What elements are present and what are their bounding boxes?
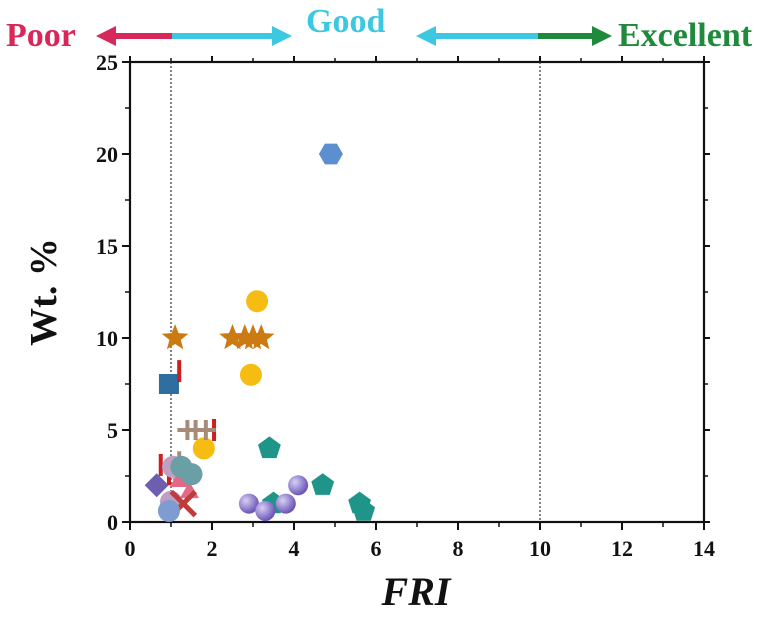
excellent-arrowhead (592, 26, 612, 46)
circle-marker (192, 437, 215, 460)
x-tick-label: 4 (289, 536, 300, 561)
square-marker (158, 374, 179, 394)
y-tick-label: 0 (107, 510, 118, 535)
x-axis-title: FRI (381, 569, 452, 614)
triangle-marker (169, 470, 189, 487)
reference-lines (170, 62, 541, 522)
range-label-excellent: Excellent (618, 17, 753, 54)
bar-marker (177, 360, 182, 383)
y-tick-label: 10 (96, 326, 118, 351)
good-left-arrowhead (272, 26, 292, 46)
star-marker (161, 324, 189, 350)
pentagon-marker (311, 473, 335, 495)
circle-marker (180, 463, 203, 486)
sphere-marker (255, 500, 276, 521)
x-tick-label: 0 (125, 536, 136, 561)
pentagon-marker (352, 499, 376, 521)
y-axis-title: Wt. % (23, 238, 65, 346)
data-markers (144, 143, 376, 522)
axis-ticks: 0 2 4 6 8 10 12 14 0 5 10 15 20 25 (96, 50, 715, 561)
x-tick-label: 12 (611, 536, 633, 561)
poor-arrowhead (96, 26, 116, 46)
star-marker (219, 324, 246, 350)
x-tick-label: 8 (453, 536, 464, 561)
sphere-marker (238, 493, 259, 514)
bar-marker (158, 453, 163, 476)
pentagon-marker (258, 436, 281, 459)
sphere-marker (275, 493, 296, 514)
plot-border (128, 60, 706, 524)
x-tick-label: 14 (693, 536, 715, 561)
range-header: Poor Good Excellent (6, 3, 753, 54)
x-tick-label: 6 (371, 536, 382, 561)
circle-marker (157, 499, 180, 522)
circle-marker (239, 363, 262, 386)
circle-marker (246, 290, 269, 313)
y-tick-label: 25 (96, 50, 118, 75)
range-label-good: Good (306, 3, 385, 40)
diamond-marker (144, 473, 169, 498)
x-tick-label: 10 (529, 536, 551, 561)
sphere-marker (288, 475, 309, 496)
range-label-poor: Poor (6, 17, 76, 54)
good-right-arrowhead (416, 26, 436, 46)
y-tick-label: 15 (96, 234, 118, 259)
x-tick-label: 2 (207, 536, 218, 561)
hexagon-marker (318, 143, 343, 165)
y-tick-label: 20 (96, 142, 118, 167)
plot-frame (128, 60, 706, 524)
y-tick-label: 5 (107, 418, 118, 443)
star-marker (247, 324, 275, 350)
